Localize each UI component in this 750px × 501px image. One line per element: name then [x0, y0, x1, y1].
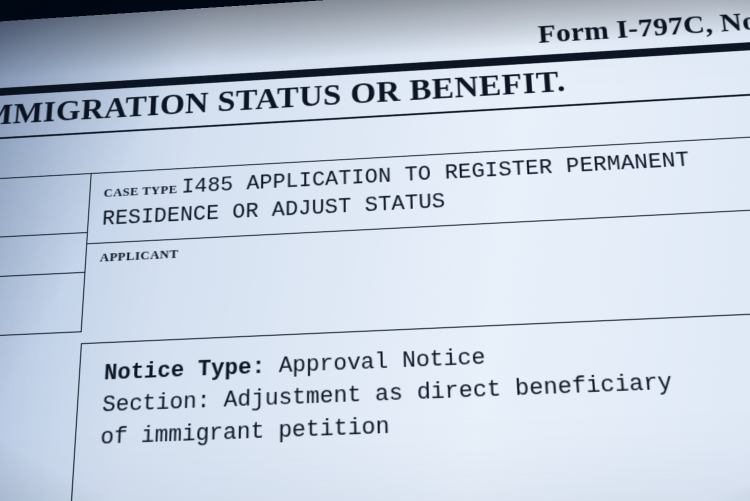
notice-type-value: Approval Notice	[279, 345, 486, 379]
notice-type-label: Notice Type:	[103, 355, 265, 387]
section-label: Section:	[102, 389, 211, 419]
viewport: Form I-797C, Notice of Action T ANY IMMI…	[0, 0, 750, 501]
case-type-label: CASE TYPE	[103, 182, 178, 200]
document-content: Form I-797C, Notice of Action T ANY IMMI…	[0, 0, 750, 501]
right-column: CASE TYPE I485 APPLICATION TO REGISTER P…	[81, 126, 750, 345]
applicant-label: APPLICANT	[99, 247, 178, 265]
paper-surface: Form I-797C, Notice of Action T ANY IMMI…	[0, 0, 750, 501]
left-cell-3	[0, 272, 85, 344]
left-column	[0, 173, 92, 356]
